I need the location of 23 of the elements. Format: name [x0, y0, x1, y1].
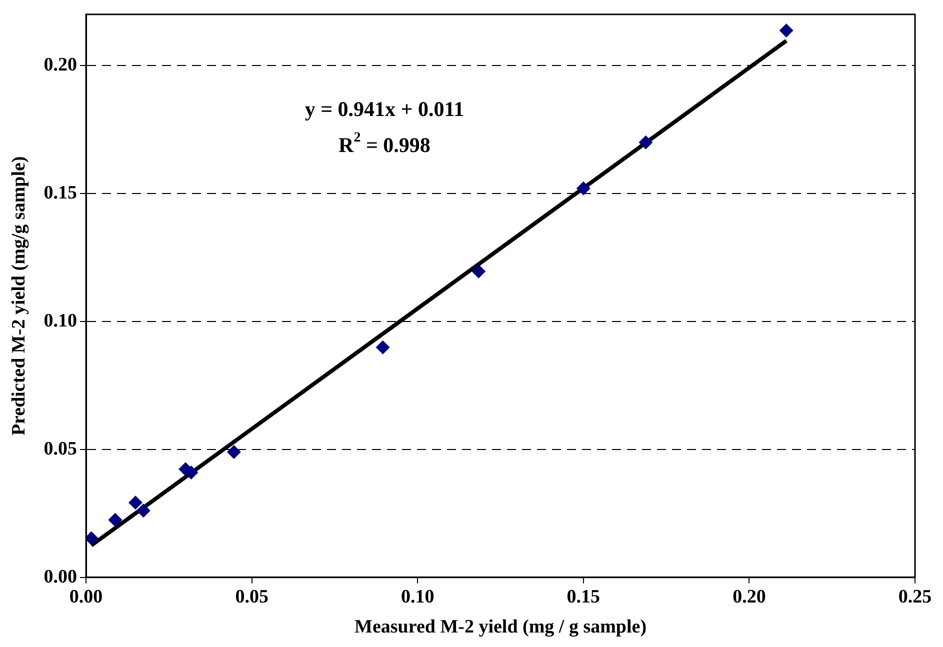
annotation: y = 0.941x + 0.011 — [304, 96, 464, 121]
y-tick-label: 0.00 — [44, 566, 78, 588]
y-tick-label: 0.10 — [44, 310, 78, 332]
y-tick-label: 0.15 — [44, 182, 78, 204]
y-tick-label: 0.20 — [44, 54, 78, 76]
point — [576, 181, 590, 196]
y-axis-title: Predicted M-2 yield (mg/g sample) — [8, 156, 30, 436]
point — [136, 504, 150, 518]
x-tick-label: 0.20 — [732, 586, 766, 608]
point — [226, 445, 241, 460]
point — [779, 24, 794, 38]
x-tick-label: 0.05 — [235, 586, 268, 608]
x-tick-label: 0.25 — [898, 586, 932, 608]
point — [638, 135, 653, 150]
x-tick-label: 0.15 — [566, 586, 600, 608]
x-tick-label: 0.00 — [69, 586, 103, 608]
y-tick-label: 0.05 — [44, 438, 78, 460]
point — [376, 340, 390, 354]
point — [472, 264, 486, 278]
x-tick-label: 0.10 — [401, 586, 434, 608]
x-axis-title: Measured M-2 yield (mg / g sample) — [354, 616, 647, 638]
point — [128, 496, 142, 510]
point — [108, 512, 122, 527]
